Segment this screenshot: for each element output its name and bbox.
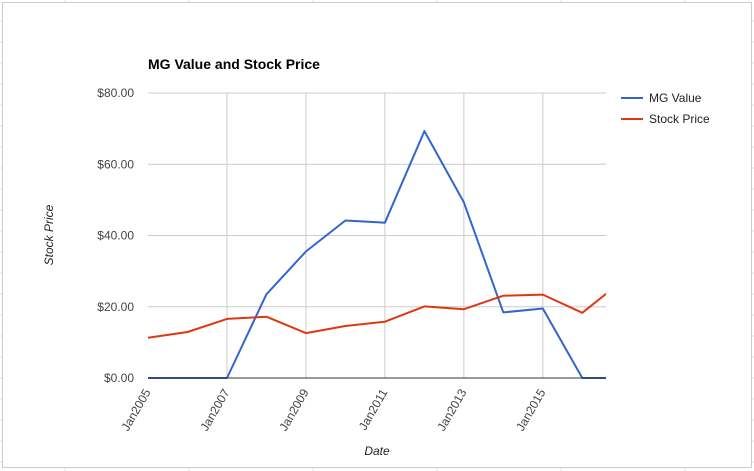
y-tick-label: $40.00 bbox=[97, 229, 134, 243]
series-line-stock-price bbox=[147, 293, 607, 339]
y-axis-label: Stock Price bbox=[42, 204, 56, 265]
legend-label: Stock Price bbox=[649, 112, 710, 126]
legend: MG Value Stock Price bbox=[621, 91, 710, 126]
y-tick-label: $60.00 bbox=[97, 157, 134, 171]
x-axis-label: Date bbox=[364, 444, 390, 458]
y-tick-label: $20.00 bbox=[97, 300, 134, 314]
legend-label: MG Value bbox=[649, 91, 702, 105]
y-tick-label: $0.00 bbox=[104, 371, 134, 385]
y-axis-ticks: $0.00 $20.00 $40.00 $60.00 $80.00 bbox=[97, 86, 134, 385]
chart-title: MG Value and Stock Price bbox=[148, 56, 320, 72]
plot-gridlines bbox=[148, 92, 606, 378]
y-tick-label: $80.00 bbox=[97, 86, 134, 100]
